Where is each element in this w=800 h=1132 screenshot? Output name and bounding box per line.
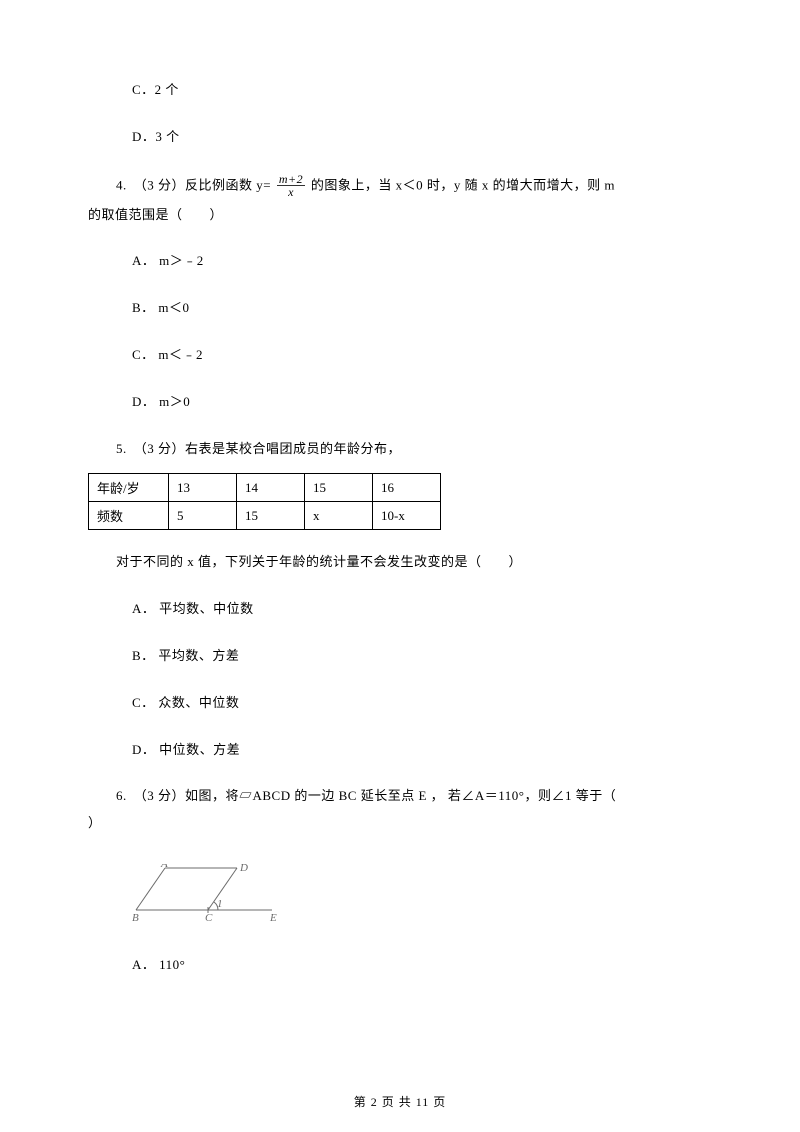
svg-text:A: A [160,864,168,870]
svg-text:B: B [132,912,139,924]
q5-stem: 5. （3 分）右表是某校合唱团成员的年龄分布， [88,439,712,460]
q6-diagram: A D B C E 1 [88,864,712,929]
q5-option-c: C． 众数、中位数 [88,693,712,714]
q6-option-a: A． 110° [88,955,712,976]
svg-text:1: 1 [217,898,223,910]
table-cell-5: 5 [169,502,237,530]
q5-option-a: A． 平均数、中位数 [88,599,712,620]
svg-text:E: E [269,912,277,924]
table-cell-10-x: 10-x [373,502,441,530]
table-header-16: 16 [373,474,441,502]
prev-option-d: D．3 个 [88,127,712,148]
q4-stem: 4. （3 分）反比例函数 y= m+2 x 的图象上，当 x＜0 时，y 随 … [88,174,712,199]
table-header-14: 14 [237,474,305,502]
q4-option-d: D． m＞0 [88,392,712,413]
q5-option-d: D． 中位数、方差 [88,740,712,761]
svg-text:C: C [205,912,213,924]
q4-stem-b: 的图象上，当 x＜0 时，y 随 x 的增大而增大，则 m [311,177,615,192]
table-header-15: 15 [305,474,373,502]
q4-frac-num: m+2 [277,173,305,186]
q6-stem-b: ） [88,813,712,834]
q4-option-c: C． m＜﹣2 [88,345,712,366]
q4-fraction: m+2 x [277,173,305,198]
table-header-13: 13 [169,474,237,502]
q5-tail: 对于不同的 x 值，下列关于年龄的统计量不会发生改变的是（ ） [88,552,712,573]
table-cell-15: 15 [237,502,305,530]
q5-option-b: B． 平均数、方差 [88,646,712,667]
q4-option-a: A． m＞﹣2 [88,251,712,272]
prev-option-c: C．2 个 [88,80,712,101]
q4-frac-den: x [277,186,305,198]
q5-table: 年龄/岁 13 14 15 16 频数 5 15 x 10-x [88,473,441,530]
q4-stem-c: 的取值范围是（ ） [88,205,712,226]
q4-option-b: B． m＜0 [88,298,712,319]
q4-stem-a: 4. （3 分）反比例函数 y= [116,177,275,192]
q6-stem-a: 6. （3 分）如图，将▱ABCD 的一边 BC 延长至点 E ， 若∠A＝11… [88,786,712,807]
svg-text:D: D [239,864,248,874]
table-cell-x: x [305,502,373,530]
table-row-freq-label: 频数 [89,502,169,530]
page-footer: 第 2 页 共 11 页 [0,1093,800,1110]
table-header-age: 年龄/岁 [89,474,169,502]
parallelogram-svg: A D B C E 1 [132,864,282,924]
